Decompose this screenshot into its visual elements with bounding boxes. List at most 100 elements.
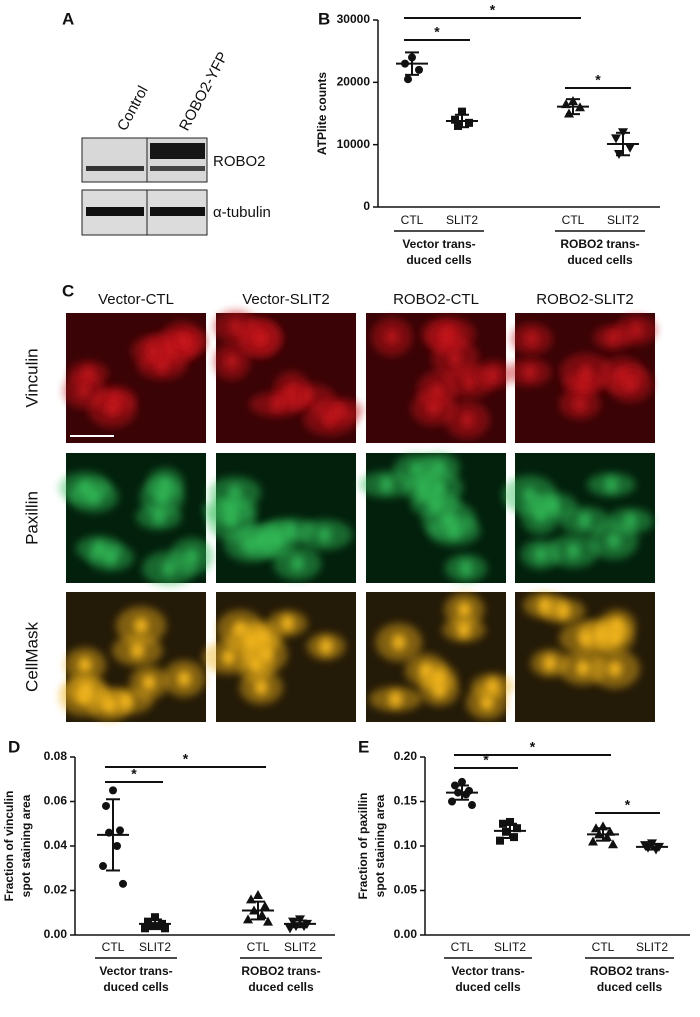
group-label: duced cells [406, 253, 472, 267]
nucleus [290, 555, 305, 572]
nucleus [221, 649, 236, 666]
data-point [602, 832, 612, 842]
nucleus [77, 656, 92, 673]
nucleus [533, 546, 548, 563]
data-point [468, 801, 476, 810]
nucleus [593, 627, 608, 644]
nucleus [604, 476, 619, 493]
y-tick-label: 0.20 [394, 749, 418, 763]
nucleus [524, 330, 539, 347]
micrograph [59, 453, 214, 586]
nucleus [462, 373, 477, 390]
micrograph [359, 452, 506, 583]
y-tick-label: 0.02 [44, 883, 68, 897]
nucleus [577, 512, 592, 529]
column-title: Vector-CTL [98, 291, 174, 308]
column-title: ROBO2-SLIT2 [536, 291, 634, 308]
x-tick-label: CTL [592, 940, 615, 954]
data-point [454, 121, 462, 130]
data-point [99, 862, 107, 871]
y-tick-label: 0 [363, 199, 370, 213]
group-label: duced cells [455, 980, 521, 994]
data-point [253, 889, 263, 899]
data-point [458, 777, 466, 786]
nucleus [457, 601, 472, 618]
significance-label: * [483, 752, 489, 768]
data-point [102, 801, 110, 810]
group-label: duced cells [597, 980, 663, 994]
nucleus [269, 396, 284, 413]
nucleus [224, 353, 239, 370]
significance-label: * [490, 2, 496, 18]
nucleus [426, 400, 441, 417]
nucleus [391, 634, 406, 651]
data-point [144, 917, 152, 926]
nucleus [130, 642, 145, 659]
nucleus [431, 479, 446, 496]
nucleus [456, 621, 471, 638]
panel-letter: E [358, 737, 369, 756]
nucleus [161, 560, 176, 577]
y-axis-label: spot staining area [19, 794, 33, 897]
nucleus [300, 388, 315, 405]
nucleus [575, 660, 590, 677]
nucleus [317, 526, 332, 543]
nucleus [486, 366, 501, 383]
x-tick-label: SLIT2 [139, 940, 171, 954]
nucleus [175, 332, 190, 349]
nucleus [319, 638, 334, 655]
nucleus [134, 617, 149, 634]
group-label: ROBO2 trans- [590, 964, 669, 978]
y-tick-label: 0.00 [44, 927, 68, 941]
western-blot [81, 137, 208, 236]
significance-label: * [595, 72, 601, 88]
data-point [161, 924, 169, 933]
data-point [611, 134, 621, 144]
nucleus [331, 402, 346, 419]
nucleus [151, 508, 166, 525]
x-tick-label: SLIT2 [284, 940, 316, 954]
group-label: duced cells [567, 253, 633, 267]
micrograph-grid [58, 309, 658, 722]
group-label: Vector trans- [451, 964, 524, 978]
group-label: ROBO2 trans- [241, 964, 320, 978]
nucleus [224, 512, 239, 529]
nucleus [177, 670, 192, 687]
nucleus [460, 411, 475, 428]
nucleus [432, 459, 447, 476]
column-title: ROBO2-CTL [393, 291, 479, 308]
data-point [451, 115, 459, 124]
data-point [263, 916, 273, 926]
x-tick-label: SLIT2 [607, 213, 639, 227]
y-tick-label: 20000 [337, 75, 371, 89]
y-tick-label: 0.15 [394, 794, 418, 808]
micrograph [62, 313, 206, 443]
nucleus [537, 597, 552, 614]
micrograph [366, 313, 512, 443]
nucleus [280, 615, 295, 632]
data-point [116, 826, 124, 835]
y-axis-label: Fraction of paxillin [356, 793, 370, 900]
row-label: CellMask [22, 622, 41, 692]
nucleus [607, 660, 622, 677]
data-point [109, 786, 117, 795]
panel-letter: A [62, 9, 74, 28]
significance-label: * [530, 739, 536, 755]
nucleus [448, 350, 463, 367]
data-point [260, 901, 270, 911]
data-point [506, 817, 514, 826]
nucleus [522, 486, 537, 503]
nucleus [102, 696, 117, 713]
nucleus [76, 382, 91, 399]
group-label: Vector trans- [99, 964, 172, 978]
data-point [119, 879, 127, 888]
x-tick-label: CTL [562, 213, 585, 227]
x-tick-label: CTL [102, 940, 125, 954]
nucleus [158, 476, 173, 493]
y-axis-label: Fraction of vinculin [2, 791, 16, 902]
data-point [151, 913, 159, 922]
nucleus [141, 674, 156, 691]
data-point [113, 842, 121, 850]
y-axis-label: spot staining area [373, 794, 387, 897]
